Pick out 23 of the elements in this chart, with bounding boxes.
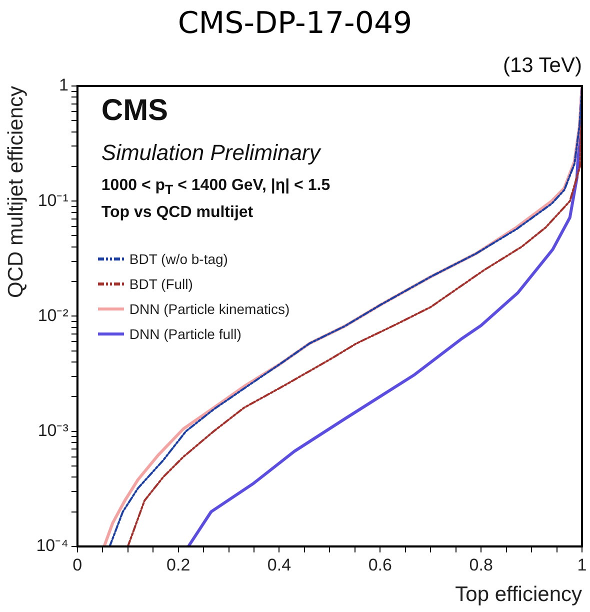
x-tick-label: 0.6 xyxy=(368,555,392,574)
annotation: 1000 < p$_{T}$ < 1400 GeV, |η| < 1.5 xyxy=(101,177,330,198)
text: (13 TeV) xyxy=(503,54,582,78)
y-tick-label: 10⁻³ xyxy=(38,420,69,440)
y-axis-title: QCD multijet efficiency xyxy=(4,86,28,298)
x-tick-label: 0 xyxy=(72,555,82,574)
annotation: CMS xyxy=(101,94,168,128)
y-tick-label: 1 xyxy=(58,76,68,95)
x-tick-label: 1 xyxy=(577,555,587,574)
annotation: Top vs QCD multijet xyxy=(101,204,254,222)
x-tick-label: 0.2 xyxy=(166,555,190,574)
x-tick-label: 0.8 xyxy=(469,555,493,574)
x-tick-label: 0.4 xyxy=(267,555,292,574)
legend-label: BDT (w/o b-tag) xyxy=(129,250,228,266)
legend-label: DNN (Particle kinematics) xyxy=(129,300,290,316)
y-tick-label: 10⁻² xyxy=(38,306,69,325)
legend-label: BDT (Full) xyxy=(129,276,193,292)
y-tick-label: 10⁻⁴ xyxy=(36,536,68,556)
chart-title: CMS-DP-17-049 xyxy=(176,6,414,41)
legend-label: DNN (Particle full) xyxy=(129,326,242,342)
annotation: Simulation Preliminary xyxy=(101,140,320,166)
y-tick-label: 10⁻¹ xyxy=(38,190,69,210)
x-axis-title: Top efficiency xyxy=(455,583,582,606)
